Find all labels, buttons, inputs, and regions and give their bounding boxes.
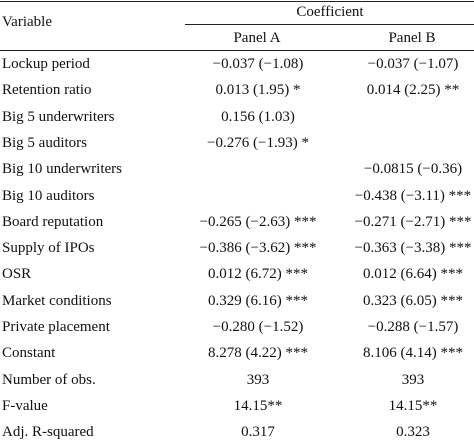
coefficient-cell: −0.438 (−3.11) *** [354, 187, 472, 204]
group-header: Coefficient [296, 4, 364, 20]
coefficient-cell: 393 [246, 371, 270, 388]
coefficient-cell: −0.037 (−1.07) [367, 56, 459, 72]
coefficient-cell: 0.013 (1.95) * [215, 82, 301, 99]
row-label: F-value [2, 397, 48, 414]
coefficient-cell: 0.012 (6.72) *** [208, 266, 308, 283]
coefficient-cell: −0.265 (−2.63) *** [199, 213, 317, 230]
coefficient-cell: 0.012 (6.64) *** [363, 266, 463, 283]
coefficient-cell: −0.037 (−1.08) [212, 56, 304, 72]
row-label: Lockup period [2, 56, 90, 72]
coefficient-cell: 0.323 (6.05) *** [363, 292, 463, 309]
coefficient-cell: −0.363 (−3.38) *** [354, 240, 472, 257]
column-header: Panel B [388, 30, 436, 46]
coefficient-cell: 8.106 (4.14) *** [363, 345, 463, 362]
row-label: Big 10 underwriters [2, 161, 122, 178]
coefficient-cell: 0.014 (2.25) ** [366, 82, 460, 99]
coefficient-cell: −0.288 (−1.57) [367, 319, 459, 335]
row-label: Big 10 auditors [2, 187, 95, 204]
coefficient-cell: 8.278 (4.22) *** [208, 345, 308, 362]
row-label: Retention ratio [2, 82, 92, 99]
variable-header: Variable [2, 14, 52, 30]
coefficient-cell: 393 [401, 371, 425, 388]
row-label: Supply of IPOs [2, 240, 95, 257]
row-label: Number of obs. [2, 371, 96, 388]
row-label: OSR [2, 266, 32, 283]
coefficient-cell: −0.276 (−1.93) * [207, 134, 309, 151]
row-label: Big 5 auditors [2, 134, 87, 151]
coefficient-cell: −0.0815 (−0.36) [363, 161, 463, 178]
coefficient-cell: 0.323 [396, 424, 430, 441]
header-rule [0, 50, 474, 51]
row-label: Big 5 underwriters [2, 108, 115, 125]
coefficient-cell: −0.271 (−2.71) *** [354, 213, 472, 230]
column-header: Panel A [233, 30, 281, 46]
coefficient-cell: 0.329 (6.16) *** [208, 292, 308, 309]
coefficient-cell: 14.15** [388, 397, 438, 414]
row-label: Board reputation [2, 213, 104, 230]
group-rule [185, 24, 474, 25]
coefficient-cell: −0.386 (−3.62) *** [199, 240, 317, 257]
row-label: Private placement [2, 319, 110, 335]
row-label: Adj. R-squared [2, 424, 94, 441]
row-label: Constant [2, 345, 56, 362]
row-label: Market conditions [2, 292, 112, 309]
coefficient-cell: −0.280 (−1.52) [212, 319, 304, 335]
coefficient-cell: 14.15** [233, 397, 283, 414]
coefficient-cell: 0.156 (1.03) [221, 108, 295, 125]
coefficient-cell: 0.317 [241, 424, 275, 441]
top-rule [0, 1, 474, 2]
